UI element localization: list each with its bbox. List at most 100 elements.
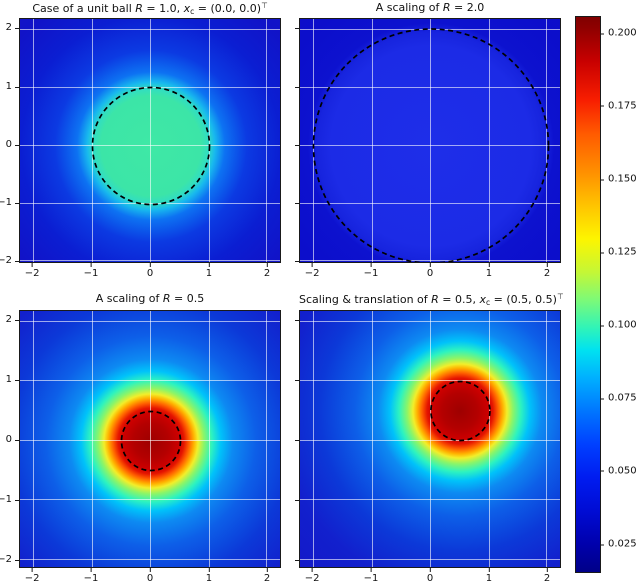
heatmap-scaling-r2 [299, 18, 561, 263]
x-tick-label: −2 [305, 263, 319, 279]
gridline [20, 440, 280, 442]
gridline [266, 19, 268, 262]
colorbar-tick-label: 0.125 [600, 247, 637, 258]
x-tick-label: −1 [84, 568, 98, 584]
colorbar-tick-label: 0.025 [600, 539, 637, 550]
colorbar: 0.200 0.175 0.150 0.125 0.100 0.075 0.05… [575, 16, 637, 573]
y-tick-label: −2 [0, 256, 19, 266]
colorbar-tick-label: 0.150 [600, 174, 637, 185]
gridline [430, 19, 431, 262]
x-tick-label: −2 [25, 263, 39, 279]
gridline [371, 19, 373, 262]
gridline [300, 260, 560, 262]
x-tick-label: 0 [427, 263, 433, 279]
gridline [300, 440, 560, 442]
y-axis-scaling-r2 [265, 18, 299, 263]
colorbar-tick-label: 0.100 [600, 320, 637, 331]
x-tick-label: 1 [486, 568, 492, 584]
colorbar-tick-label: 0.200 [600, 28, 637, 39]
gridline [20, 320, 280, 322]
x-axis-scaling-r05: −2 −1 0 1 2 [19, 568, 281, 586]
gridline [546, 311, 548, 567]
x-tick-label: −1 [364, 263, 378, 279]
dashed-circle-r05 [120, 410, 182, 472]
x-tick-label: 1 [206, 568, 212, 584]
colorbar-tick-label: 0.175 [600, 100, 637, 111]
x-tick-label: 1 [486, 263, 492, 279]
x-tick-label: 0 [147, 568, 153, 584]
x-axis-scaling-translation: −2 −1 0 1 2 [299, 568, 561, 586]
heatmap-unit-ball [19, 18, 281, 263]
y-tick-label: 2 [6, 23, 20, 33]
y-tick-label: 0 [6, 139, 20, 150]
colorbar-tick-label: 0.075 [600, 393, 637, 404]
panel-unit-ball: Case of a unit ball R = 1.0, xc = (0.0, … [0, 1, 281, 279]
panel-scaling-translation: Scaling & translation of R = 0.5, xc = (… [295, 292, 563, 584]
y-axis-unit-ball: 2 1 0 −1 −2 [0, 18, 20, 266]
gridline [300, 499, 560, 501]
gridline [300, 202, 560, 204]
x-tick-label: 2 [264, 568, 270, 584]
y-tick-label: 1 [6, 374, 20, 385]
gridline [20, 559, 280, 561]
gridline [20, 28, 280, 30]
y-axis-scaling-r05: 2 1 0 −1 −2 [0, 310, 20, 568]
gridline [20, 144, 280, 146]
gridline [300, 380, 560, 382]
y-tick-label: 0 [6, 435, 20, 445]
gridline [546, 19, 548, 262]
gridline [488, 311, 490, 567]
gridline [300, 28, 560, 30]
x-tick-label: −1 [84, 263, 98, 279]
x-tick-label: 0 [147, 263, 153, 279]
gridline [20, 202, 280, 204]
heatmap-scaling-translation [299, 310, 561, 568]
y-tick-label: −1 [0, 198, 19, 208]
gridline [208, 311, 210, 567]
y-tick-label: −2 [0, 555, 19, 565]
x-tick-label: 0 [427, 568, 433, 584]
x-tick-label: −1 [364, 568, 378, 584]
colorbar-tick-label: 0.050 [600, 465, 637, 476]
gridline [300, 87, 560, 89]
x-tick-label: −2 [25, 568, 39, 584]
y-tick-label: 1 [6, 81, 20, 92]
panel-scaling-r05: A scaling of R = 0.5 −2 −1 0 1 2 2 1 [0, 292, 281, 584]
gridline [300, 559, 560, 561]
gridline [33, 19, 34, 262]
x-tick-label: 2 [544, 263, 550, 279]
y-tick-label: 2 [6, 315, 20, 325]
gridline [150, 19, 151, 262]
x-tick-label: 2 [544, 568, 550, 584]
x-tick-label: −2 [305, 568, 319, 584]
gridline [150, 311, 151, 567]
y-tick-label: −1 [0, 494, 19, 505]
gridline [20, 380, 280, 382]
dashed-circle-r2 [312, 28, 550, 262]
gridline [266, 311, 268, 567]
gridline [20, 499, 280, 501]
gridline [20, 260, 280, 262]
gridline [91, 311, 93, 567]
gridline [313, 19, 314, 262]
panel-title-scaling-r2: A scaling of R = 2.0 [375, 1, 485, 14]
panel-title-scaling-r05: A scaling of R = 0.5 [95, 292, 205, 305]
gridline [430, 311, 431, 567]
gridline [300, 320, 560, 322]
x-tick-label: 2 [264, 263, 270, 279]
gridline [300, 144, 560, 146]
dashed-circle-r05-translated [430, 380, 491, 442]
y-axis-scaling-translation [265, 310, 299, 568]
x-axis-scaling-r2: −2 −1 0 1 2 [299, 263, 561, 281]
dashed-circle-r1 [91, 86, 211, 206]
x-axis-unit-ball: −2 −1 0 1 2 [19, 263, 281, 281]
gridline [488, 19, 490, 262]
x-tick-label: 1 [206, 263, 212, 279]
gridline [33, 311, 34, 567]
heatmap-scaling-r05 [19, 310, 281, 568]
panel-title-scaling-translation: Scaling & translation of R = 0.5, xc = (… [299, 292, 564, 307]
panel-scaling-r2: A scaling of R = 2.0 −2 −1 0 1 2 [295, 1, 561, 279]
panel-title-unit-ball: Case of a unit ball R = 1.0, xc = (0.0, … [32, 1, 268, 16]
gridline [371, 311, 373, 567]
